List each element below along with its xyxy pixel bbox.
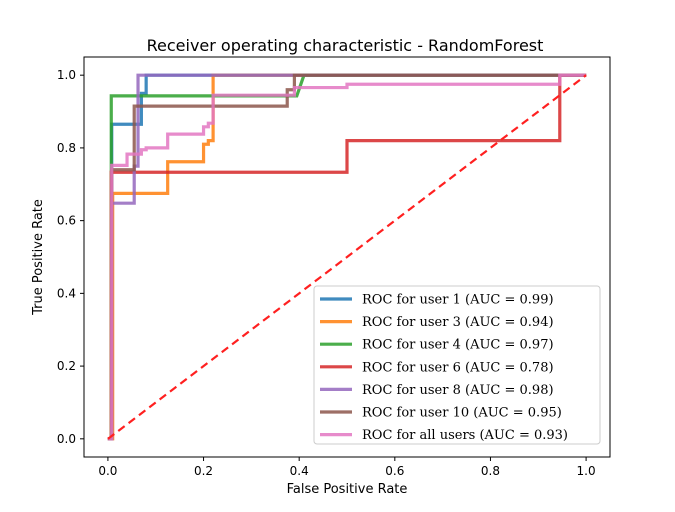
series-line-7 bbox=[107, 73, 587, 441]
x-axis-ticks: 0.0 0.2 0.4 0.6 0.8 1.0 bbox=[98, 457, 596, 478]
legend: ROC for user 1 (AUC = 0.99) ROC for user … bbox=[313, 285, 601, 445]
y-axis-label: True Positive Rate bbox=[31, 199, 46, 316]
y-tick-label: 0.2 bbox=[57, 359, 76, 373]
x-tick-label: 0.0 bbox=[98, 464, 117, 478]
y-axis-ticks: 0.0 0.2 0.4 0.6 0.8 1.0 bbox=[57, 68, 84, 446]
y-tick-label: 0.4 bbox=[57, 286, 76, 300]
x-tick-label: 0.6 bbox=[385, 464, 404, 478]
x-tick-label: 0.8 bbox=[481, 464, 500, 478]
x-tick-label: 0.4 bbox=[290, 464, 309, 478]
y-tick-label: 0.6 bbox=[57, 214, 76, 228]
y-tick-label: 1.0 bbox=[57, 68, 76, 82]
legend-label-roc-for-user-1-auc-0-99: ROC for user 1 (AUC = 0.99) bbox=[362, 293, 554, 308]
legend-label-roc-for-user-3-auc-0-94: ROC for user 3 (AUC = 0.94) bbox=[362, 315, 554, 330]
legend-label-roc-for-user-10-auc-0-95: ROC for user 10 (AUC = 0.95) bbox=[362, 406, 562, 421]
x-axis-label: False Positive Rate bbox=[287, 482, 408, 497]
reference-line-layer bbox=[107, 74, 587, 440]
x-tick-label: 1.0 bbox=[577, 464, 596, 478]
legend-box bbox=[313, 285, 601, 445]
chart-title: Receiver operating characteristic - Rand… bbox=[147, 36, 544, 55]
legend-label-roc-for-user-8-auc-0-98: ROC for user 8 (AUC = 0.98) bbox=[362, 383, 554, 398]
x-tick-label: 0.2 bbox=[194, 464, 213, 478]
legend-label-roc-for-user-6-auc-0-78: ROC for user 6 (AUC = 0.78) bbox=[362, 360, 554, 375]
legend-label-roc-for-all-users-auc-0-93: ROC for all users (AUC = 0.93) bbox=[362, 428, 568, 443]
y-tick-label: 0.8 bbox=[57, 141, 76, 155]
axes-frame bbox=[83, 56, 611, 458]
y-tick-label: 0.0 bbox=[57, 432, 76, 446]
chance-reference-line bbox=[107, 74, 587, 440]
legend-items: ROC for user 1 (AUC = 0.99) ROC for user … bbox=[320, 293, 568, 443]
series-layer bbox=[107, 73, 587, 441]
legend-label-roc-for-user-4-auc-0-97: ROC for user 4 (AUC = 0.97) bbox=[362, 338, 554, 353]
